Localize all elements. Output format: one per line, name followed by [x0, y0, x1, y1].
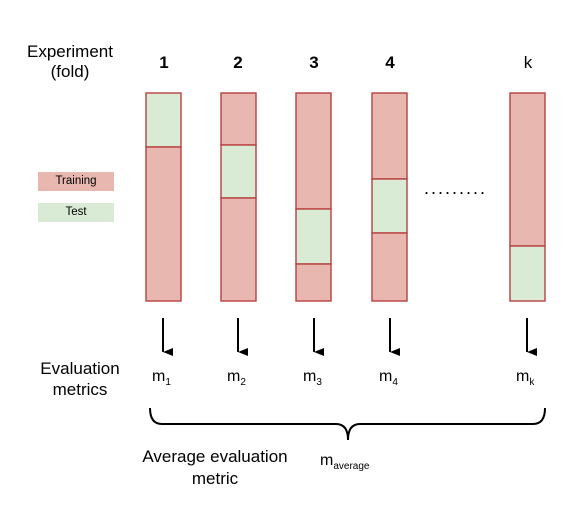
training-segment	[296, 264, 331, 301]
training-segment	[221, 198, 256, 301]
metric-1-sub: 1	[165, 377, 171, 388]
metric-3-sub: 3	[316, 377, 322, 388]
fold-bar-1	[146, 93, 181, 301]
metric-4: m4	[379, 368, 398, 388]
training-segment	[146, 147, 181, 301]
metric-4-sub: 4	[392, 377, 398, 388]
average-label-line1: Average evaluation	[128, 446, 302, 468]
training-segment	[372, 233, 407, 301]
metric-2: m2	[227, 368, 246, 388]
metric-average: maverage	[320, 452, 369, 472]
metric-3-base: m	[303, 368, 316, 385]
test-segment	[372, 179, 407, 233]
ellipsis: .........	[424, 178, 487, 199]
fold-bar-k	[510, 93, 545, 301]
training-segment	[221, 93, 256, 145]
evaluation-label-line1: Evaluation	[28, 358, 132, 379]
average-brace	[150, 408, 545, 440]
evaluation-label-line2: metrics	[28, 379, 132, 400]
metric-average-sub: average	[333, 461, 369, 472]
metric-k-sub: k	[529, 377, 534, 388]
fold-bar-2	[221, 93, 256, 301]
test-segment	[510, 246, 545, 301]
metric-2-sub: 2	[240, 377, 246, 388]
fold-bar-4	[372, 93, 407, 301]
metric-k-base: m	[516, 368, 529, 385]
training-segment	[372, 93, 407, 179]
training-segment	[296, 93, 331, 209]
metric-1: m1	[152, 368, 171, 388]
fold-bar-3	[296, 93, 331, 301]
metric-4-base: m	[379, 368, 392, 385]
metric-1-base: m	[152, 368, 165, 385]
evaluation-metrics-label: Evaluation metrics	[28, 358, 132, 400]
metric-2-base: m	[227, 368, 240, 385]
metric-3: m3	[303, 368, 322, 388]
metric-k: mk	[516, 368, 534, 388]
test-segment	[221, 145, 256, 198]
average-evaluation-label: Average evaluation metric	[128, 446, 302, 490]
test-segment	[296, 209, 331, 264]
training-segment	[510, 93, 545, 246]
metric-average-base: m	[320, 452, 333, 469]
average-label-line2: metric	[128, 468, 302, 490]
test-segment	[146, 93, 181, 147]
